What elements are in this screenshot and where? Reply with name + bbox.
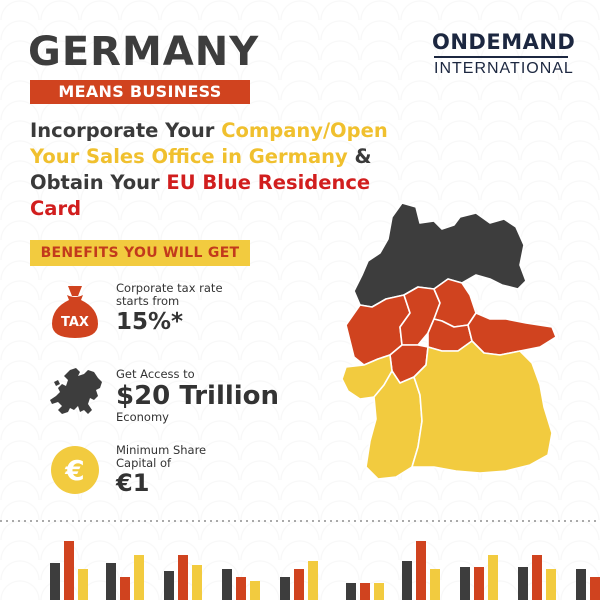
subtitle-banner: MEANS BUSINESS xyxy=(30,80,250,104)
headline-highlight-company: Company/Open Your Sales Office in German… xyxy=(30,119,388,168)
map-region-north xyxy=(353,202,527,308)
europe-map-icon xyxy=(50,368,102,414)
benefit-tax-line1: Corporate tax rate xyxy=(116,281,223,295)
headline: Incorporate Your Company/Open Your Sales… xyxy=(30,118,410,222)
decorative-bars xyxy=(0,520,600,600)
benefit-capital-line2: Capital of xyxy=(116,456,172,470)
headline-part-1: Incorporate Your xyxy=(30,119,222,142)
benefit-tax-value: 15%* xyxy=(116,309,184,335)
logo-wordmark-bottom: INTERNATIONAL xyxy=(434,60,574,77)
bars-group xyxy=(50,541,600,600)
benefit-tax-text: Corporate tax rate starts from 15%* xyxy=(116,282,316,336)
tax-icon-label: TAX xyxy=(61,315,89,330)
benefit-capital-line1: Minimum Share xyxy=(116,443,207,457)
headline-part-3: & Obtain Your xyxy=(30,145,372,194)
page-title: GERMANY xyxy=(28,29,260,75)
tax-bag-icon: TAX xyxy=(52,286,98,338)
logo-wordmark-top: ONDEMAND xyxy=(432,30,576,54)
euro-coin-icon: € xyxy=(51,446,99,494)
benefit-capital-value: €1 xyxy=(116,469,150,497)
benefit-share-capital-text: Minimum Share Capital of €1 xyxy=(116,443,316,497)
benefits-heading: BENEFITS YOU WILL GET xyxy=(30,240,250,266)
benefit-economy-value: $20 Trillion xyxy=(116,381,280,411)
euro-icon-symbol: € xyxy=(64,454,84,487)
benefit-economy-line3: Economy xyxy=(116,410,169,424)
logo-divider xyxy=(434,56,568,58)
benefit-tax-line2: starts from xyxy=(116,294,180,308)
benefit-economy-text: Get Access to $20 Trillion Economy xyxy=(116,368,316,424)
germany-map xyxy=(341,202,557,480)
map-region-bavaria xyxy=(411,340,553,474)
headline-highlight-eu-card: EU Blue Residence Card xyxy=(30,171,371,220)
map-region-saxony xyxy=(467,312,557,356)
benefit-economy-line1: Get Access to xyxy=(116,367,195,381)
